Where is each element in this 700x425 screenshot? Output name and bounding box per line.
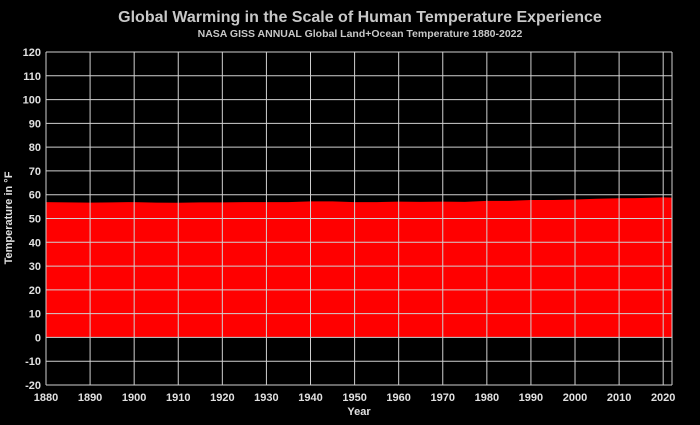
chart-subtitle: NASA GISS ANNUAL Global Land+Ocean Tempe… bbox=[198, 28, 523, 40]
y-tick-labels: -20 -10 0 10 20 30 40 50 60 70 80 90 100 110 120 bbox=[23, 47, 41, 392]
x-tick-label: 1980 bbox=[475, 392, 499, 404]
chart-title: Global Warming in the Scale of Human Tem… bbox=[118, 9, 602, 26]
y-tick-label: 60 bbox=[29, 190, 41, 202]
y-tick-label: -20 bbox=[25, 380, 41, 392]
x-tick-label: 1920 bbox=[210, 392, 234, 404]
x-tick-label: 1990 bbox=[519, 392, 543, 404]
x-axis-label: Year bbox=[347, 406, 371, 418]
y-tick-label: 0 bbox=[35, 332, 41, 344]
y-tick-label: 110 bbox=[23, 71, 41, 83]
x-tick-label: 1950 bbox=[342, 392, 366, 404]
x-tick-label: 1900 bbox=[122, 392, 146, 404]
y-tick-label: 40 bbox=[29, 237, 41, 249]
x-tick-label: 1970 bbox=[431, 392, 455, 404]
temperature-area bbox=[46, 197, 672, 338]
x-tick-label: 1940 bbox=[298, 392, 322, 404]
plot-area bbox=[46, 197, 672, 338]
y-tick-label: 80 bbox=[29, 142, 41, 154]
y-tick-label: 100 bbox=[23, 95, 41, 107]
x-tick-label: 2000 bbox=[563, 392, 587, 404]
y-tick-label: 120 bbox=[23, 47, 41, 59]
y-tick-label: 90 bbox=[29, 118, 41, 130]
x-tick-label: 1910 bbox=[166, 392, 190, 404]
y-axis-label: Temperature in °F bbox=[3, 171, 15, 264]
x-tick-label: 1880 bbox=[34, 392, 58, 404]
x-tick-labels: 1880 1890 1900 1910 1920 1930 1940 1950 1960 1970… bbox=[34, 392, 676, 404]
y-tick-label: 30 bbox=[29, 261, 41, 273]
x-tick-label: 1890 bbox=[78, 392, 102, 404]
gridlines bbox=[45, 51, 673, 386]
y-tick-label: 20 bbox=[29, 285, 41, 297]
x-tick-label: 1960 bbox=[386, 392, 410, 404]
y-tick-label: 50 bbox=[29, 214, 41, 226]
y-tick-label: -10 bbox=[25, 356, 41, 368]
x-tick-label: 1930 bbox=[254, 392, 278, 404]
x-tick-label: 2010 bbox=[607, 392, 631, 404]
y-tick-label: 10 bbox=[29, 309, 41, 321]
x-tick-label: 2020 bbox=[651, 392, 675, 404]
y-tick-label: 70 bbox=[29, 166, 41, 178]
